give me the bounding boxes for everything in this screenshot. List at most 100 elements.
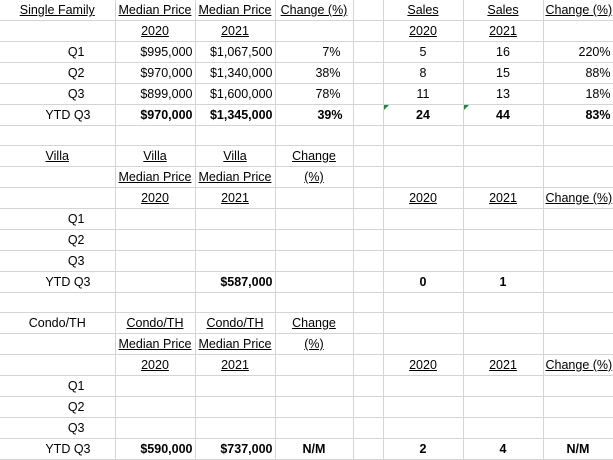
cell-sf-year-2020[interactable]: 2020 — [115, 20, 196, 42]
cell[interactable]: $970,000 — [115, 62, 196, 84]
cell[interactable] — [115, 375, 196, 397]
cell[interactable] — [115, 250, 196, 272]
cell-sf-sales-year-2020[interactable]: 2020 — [383, 20, 464, 42]
cell[interactable] — [275, 417, 354, 439]
cell[interactable]: 5 — [383, 41, 464, 63]
cell[interactable]: 7% — [275, 41, 354, 63]
cell[interactable] — [543, 271, 613, 293]
cell[interactable] — [195, 250, 276, 272]
cell[interactable]: $1,340,000 — [195, 62, 276, 84]
cell[interactable]: Change (%) — [543, 187, 613, 209]
cell[interactable]: N/M — [275, 438, 354, 460]
cell[interactable] — [0, 292, 116, 313]
cell[interactable] — [353, 41, 384, 63]
cell[interactable]: Median Price — [115, 333, 196, 355]
cell[interactable] — [115, 396, 196, 418]
cell-villa-q1[interactable]: Q1 — [0, 208, 116, 230]
cell[interactable] — [463, 312, 544, 334]
cell[interactable]: Change — [275, 145, 354, 167]
cell[interactable]: 2021 — [195, 187, 276, 209]
cell[interactable]: Villa — [115, 145, 196, 167]
cell[interactable] — [353, 417, 384, 439]
cell[interactable] — [353, 20, 384, 42]
cell[interactable] — [353, 312, 384, 334]
cell[interactable] — [383, 250, 464, 272]
cell[interactable]: $587,000 — [195, 271, 276, 293]
cell[interactable] — [353, 145, 384, 167]
cell[interactable] — [115, 208, 196, 230]
cell[interactable]: Condo/TH — [195, 312, 276, 334]
cell[interactable] — [463, 396, 544, 418]
cell[interactable] — [353, 250, 384, 272]
cell[interactable] — [463, 229, 544, 251]
cell-sf-q3[interactable]: Q3 — [0, 83, 116, 105]
cell[interactable]: Change — [275, 312, 354, 334]
cell-sf-sales-change-header[interactable]: Change (%) — [543, 0, 613, 21]
cell[interactable] — [275, 125, 354, 146]
cell[interactable] — [543, 396, 613, 418]
cell[interactable] — [115, 125, 196, 146]
cell[interactable] — [463, 166, 544, 188]
cell[interactable] — [383, 229, 464, 251]
cell[interactable] — [463, 208, 544, 230]
cell[interactable] — [543, 208, 613, 230]
cell[interactable] — [543, 166, 613, 188]
cell-sf-year-2021[interactable]: 2021 — [195, 20, 276, 42]
cell[interactable] — [463, 250, 544, 272]
cell[interactable] — [115, 271, 196, 293]
cell[interactable] — [383, 166, 464, 188]
cell-sf-median-2021-header[interactable]: Median Price — [195, 0, 276, 21]
cell[interactable]: 88% — [543, 62, 613, 84]
cell[interactable]: 4 — [463, 438, 544, 460]
cell-condo-ytd[interactable]: YTD Q3 — [0, 438, 116, 460]
cell[interactable] — [463, 333, 544, 355]
cell[interactable] — [353, 354, 384, 376]
cell[interactable]: 2020 — [115, 187, 196, 209]
cell[interactable] — [115, 417, 196, 439]
cell-villa-ytd[interactable]: YTD Q3 — [0, 271, 116, 293]
cell-sf-sales-year-2021[interactable]: 2021 — [463, 20, 544, 42]
cell[interactable]: Median Price — [115, 166, 196, 188]
cell[interactable]: $1,345,000 — [195, 104, 276, 126]
cell[interactable] — [115, 292, 196, 313]
cell[interactable]: 2021 — [463, 354, 544, 376]
cell[interactable]: 1 — [463, 271, 544, 293]
cell[interactable] — [543, 250, 613, 272]
cell[interactable] — [195, 208, 276, 230]
cell[interactable] — [275, 187, 354, 209]
cell-sf-change-header[interactable]: Change (%) — [275, 0, 354, 21]
cell[interactable]: (%) — [275, 166, 354, 188]
cell[interactable]: 220% — [543, 41, 613, 63]
cell[interactable]: 38% — [275, 62, 354, 84]
cell[interactable] — [463, 417, 544, 439]
cell[interactable] — [543, 312, 613, 334]
cell[interactable] — [275, 250, 354, 272]
cell[interactable] — [353, 438, 384, 460]
cell[interactable] — [463, 375, 544, 397]
cell[interactable] — [383, 333, 464, 355]
cell[interactable]: 39% — [275, 104, 354, 126]
cell[interactable] — [353, 83, 384, 105]
cell[interactable] — [383, 375, 464, 397]
cell[interactable]: 11 — [383, 83, 464, 105]
cell[interactable]: Median Price — [195, 166, 276, 188]
cell[interactable]: $1,067,500 — [195, 41, 276, 63]
cell-villa-q3[interactable]: Q3 — [0, 250, 116, 272]
cell[interactable] — [275, 271, 354, 293]
cell[interactable]: $737,000 — [195, 438, 276, 460]
cell[interactable]: 2020 — [115, 354, 196, 376]
cell[interactable]: 2 — [383, 438, 464, 460]
cell[interactable] — [353, 104, 384, 126]
cell-sf-sales-2020-header[interactable]: Sales — [383, 0, 464, 21]
cell[interactable] — [463, 145, 544, 167]
cell[interactable] — [195, 417, 276, 439]
cell[interactable] — [115, 229, 196, 251]
cell[interactable] — [543, 375, 613, 397]
cell[interactable]: Condo/TH — [115, 312, 196, 334]
cell[interactable] — [383, 396, 464, 418]
cell[interactable] — [275, 375, 354, 397]
cell[interactable]: 13 — [463, 83, 544, 105]
cell-villa-title[interactable]: Villa — [0, 145, 116, 167]
cell[interactable]: $1,600,000 — [195, 83, 276, 105]
cell[interactable] — [353, 187, 384, 209]
